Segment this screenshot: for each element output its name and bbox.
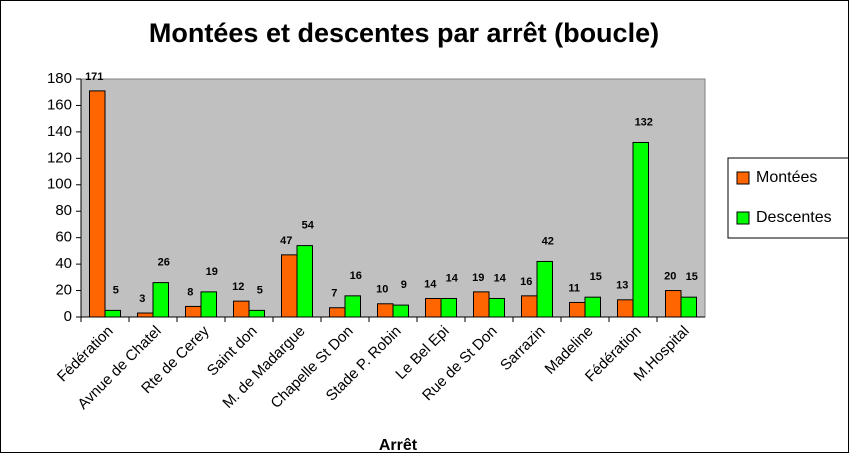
bar: [296, 245, 313, 318]
value-label: 15: [590, 271, 602, 283]
bar: [473, 291, 490, 318]
bar: [632, 141, 649, 318]
bar: [521, 295, 538, 318]
value-label: 14: [446, 272, 459, 284]
bar: [152, 282, 169, 318]
y-tick-label: 0: [64, 308, 72, 325]
bar: [536, 260, 553, 318]
y-tick-label: 60: [55, 229, 72, 246]
value-label: 54: [302, 220, 315, 232]
bar: [392, 304, 409, 318]
value-label: 10: [376, 284, 388, 296]
bar: [377, 303, 394, 318]
bar: [233, 300, 250, 318]
bar: [680, 296, 697, 318]
y-tick-label: 40: [55, 255, 72, 272]
bar: [137, 312, 154, 318]
value-label: 11: [568, 282, 580, 294]
value-label: 171: [85, 71, 103, 83]
chart-title: Montées et descentes par arrêt (boucle): [149, 18, 659, 48]
bar: [488, 297, 505, 318]
bar: [89, 90, 106, 318]
bar: [425, 297, 442, 318]
bar: [104, 309, 121, 318]
value-label: 132: [635, 116, 653, 128]
y-tick-label: 140: [47, 123, 72, 140]
bar: [248, 309, 265, 318]
legend-label: Montées: [756, 169, 817, 186]
value-label: 16: [350, 270, 362, 282]
value-label: 8: [187, 286, 193, 298]
bar: [344, 295, 361, 318]
value-label: 7: [331, 288, 337, 300]
y-tick-label: 100: [47, 176, 72, 193]
y-tick-label: 160: [47, 96, 72, 113]
legend-label: Descentes: [756, 209, 832, 226]
bar: [329, 307, 346, 318]
legend-border: [727, 157, 849, 239]
bar: [185, 305, 202, 318]
value-label: 20: [664, 270, 676, 282]
y-tick-label: 120: [47, 149, 72, 166]
y-tick-label: 20: [55, 282, 72, 299]
legend-swatch: [736, 211, 750, 225]
bar: [617, 299, 634, 318]
value-label: 3: [139, 293, 145, 305]
value-label: 16: [520, 276, 532, 288]
legend-swatch: [736, 171, 750, 185]
value-label: 5: [257, 284, 263, 296]
value-label: 47: [280, 235, 292, 247]
value-label: 13: [616, 280, 628, 292]
plot-area: [80, 78, 706, 318]
value-label: 19: [472, 272, 484, 284]
value-label: 9: [401, 279, 407, 291]
value-label: 26: [158, 257, 170, 269]
value-label: 14: [424, 278, 437, 290]
value-label: 19: [206, 266, 218, 278]
bar: [440, 297, 457, 318]
bar: [200, 291, 217, 318]
bar: [665, 290, 682, 318]
value-label: 14: [494, 272, 507, 284]
value-label: 15: [686, 271, 698, 283]
bar: [584, 296, 601, 318]
y-tick-label: 180: [47, 70, 72, 87]
value-label: 42: [542, 235, 554, 247]
value-label: 5: [113, 284, 119, 296]
bar: [569, 301, 586, 318]
x-axis-label: Arrêt: [379, 437, 418, 453]
bar: [281, 254, 298, 318]
value-label: 12: [232, 281, 244, 293]
y-tick-label: 80: [55, 202, 72, 219]
